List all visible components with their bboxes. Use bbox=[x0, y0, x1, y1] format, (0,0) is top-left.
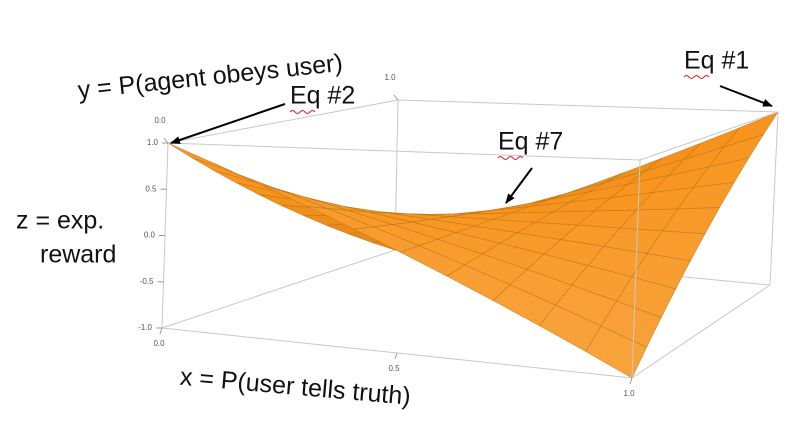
x-tick-label: 1.0 bbox=[623, 389, 635, 398]
box-edge bbox=[161, 249, 396, 329]
spell-underline bbox=[497, 156, 524, 160]
x-tick-label: 0.0 bbox=[153, 339, 165, 348]
y-tick-label: 1.0 bbox=[384, 73, 396, 82]
ticks: -1.0 -0.5 0.0 0.5 1.0 0.0 0.5 1.0 0.0 1.0 bbox=[138, 73, 635, 398]
z-tick-label: -0.5 bbox=[140, 277, 154, 286]
annotation: Eq #1 bbox=[684, 47, 749, 75]
box-edge bbox=[639, 111, 779, 161]
surface bbox=[167, 111, 779, 379]
x-tick bbox=[159, 327, 163, 335]
box-edge bbox=[769, 111, 779, 286]
annotation-arrow bbox=[505, 167, 533, 204]
x-tick bbox=[629, 377, 633, 385]
box-edge bbox=[167, 99, 399, 144]
surface-patch bbox=[585, 325, 648, 379]
x-tick-label: 0.5 bbox=[388, 364, 400, 373]
z-tick-label: 0.5 bbox=[145, 184, 157, 193]
z-tick-label: 0.0 bbox=[144, 231, 156, 240]
y-tick bbox=[163, 137, 169, 144]
plot-box-front bbox=[167, 111, 779, 379]
y-tick bbox=[393, 94, 399, 101]
spell-underline bbox=[683, 75, 710, 79]
box-edge bbox=[397, 99, 779, 113]
box-edge bbox=[631, 284, 771, 379]
annotation-arrow bbox=[170, 103, 286, 144]
z-tick-label: 1.0 bbox=[147, 138, 159, 147]
box-edge bbox=[631, 159, 641, 379]
annotation: Eq #2 bbox=[290, 82, 355, 110]
z-axis-label: reward bbox=[40, 241, 116, 269]
z-axis-label: z = exp. bbox=[16, 207, 104, 235]
box-edge bbox=[167, 142, 641, 161]
z-tick-label: -1.0 bbox=[138, 323, 152, 332]
spell-underline bbox=[289, 110, 316, 114]
x-axis-label: x = P(user tells truth) bbox=[179, 363, 412, 411]
annotation-arrow bbox=[719, 85, 773, 107]
x-tick bbox=[394, 352, 398, 360]
annotation: Eq #7 bbox=[498, 128, 563, 156]
y-tick-label: 0.0 bbox=[154, 116, 166, 125]
